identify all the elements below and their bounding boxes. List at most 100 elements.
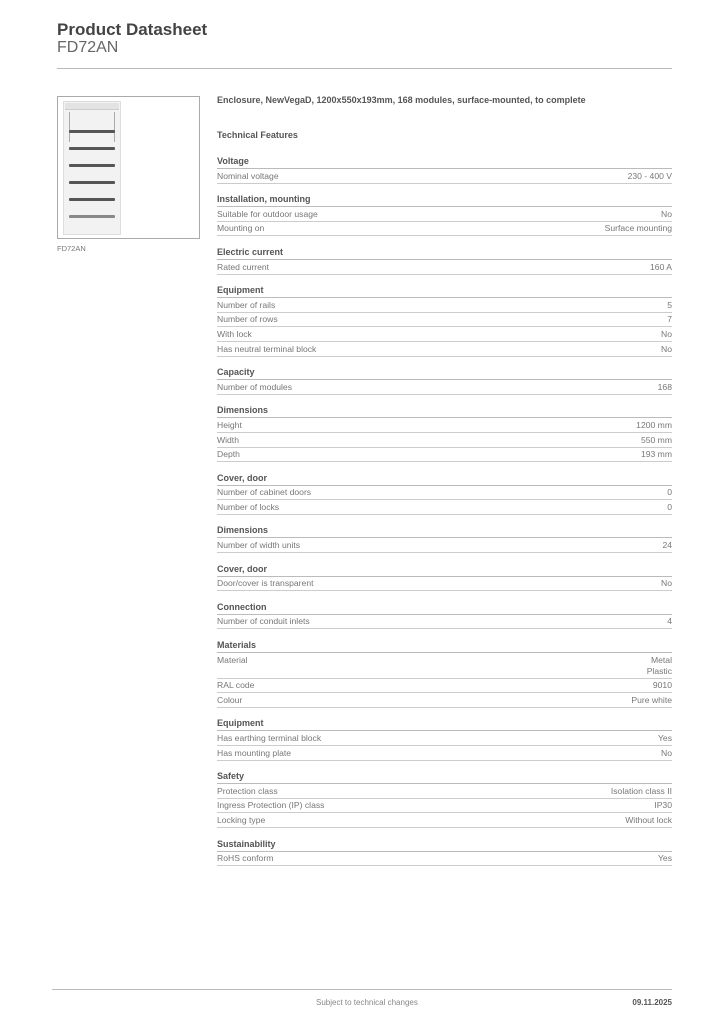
spec-section: Dimensions Height 1200 mm Width 550 mm Depth 1… [217, 404, 672, 463]
spec-label: Has earthing terminal block [217, 733, 322, 743]
spec-row: RAL code 9010 [217, 679, 672, 694]
spec-row: Width 550 mm [217, 433, 672, 448]
product-image [57, 96, 200, 239]
section-heading: Dimensions [217, 524, 672, 539]
spec-row: Nominal voltage 230 - 400 V [217, 169, 672, 184]
spec-row: With lock No [217, 327, 672, 342]
spec-section: Capacity Number of modules 168 [217, 366, 672, 395]
spec-row: Has earthing terminal block Yes [217, 731, 672, 746]
spec-label: Number of width units [217, 540, 301, 551]
section-heading: Equipment [217, 717, 672, 732]
spec-label: RoHS conform [217, 853, 274, 864]
section-heading: Sustainability [217, 838, 672, 852]
footer-date: 09.11.2025 [632, 998, 672, 1007]
spec-value: 168 [657, 381, 672, 392]
spec-label: With lock [217, 328, 252, 339]
spec-row: Number of locks 0 [217, 500, 672, 515]
spec-row: Number of modules 168 [217, 380, 672, 395]
spec-row: Number of cabinet doors 0 [217, 486, 672, 501]
section-heading: Equipment [217, 284, 672, 299]
spec-value: Without lock [625, 814, 672, 825]
spec-value: Yes [657, 733, 672, 743]
spec-value: 0 [667, 487, 672, 498]
spec-row: Has mounting plate No [217, 746, 672, 761]
spec-value: Metal Plastic [646, 654, 672, 676]
spec-section: Connection Number of conduit inlets 4 [217, 601, 672, 630]
product-description: Enclosure, NewVegaD, 1200x550x193mm, 168… [217, 95, 586, 105]
spec-label: Ingress Protection (IP) class [217, 800, 325, 811]
technical-features-heading: Technical Features [217, 130, 298, 140]
spec-value: Pure white [631, 694, 672, 705]
spec-value: 7 [667, 314, 672, 325]
spec-label: Nominal voltage [217, 170, 279, 181]
section-heading: Installation, mounting [217, 193, 672, 208]
spec-label: Colour [217, 694, 243, 705]
divider [57, 68, 672, 69]
spec-row: Material Metal Plastic [217, 653, 672, 679]
spec-label: Suitable for outdoor usage [217, 208, 318, 219]
spec-row: Mounting on Surface mounting [217, 222, 672, 237]
spec-label: Height [217, 419, 242, 430]
spec-row: Door/cover is transparent No [217, 577, 672, 592]
spec-value: 5 [667, 299, 672, 310]
spec-row: Number of conduit inlets 4 [217, 615, 672, 630]
spec-value: No [661, 208, 672, 219]
spec-label: Number of cabinet doors [217, 487, 312, 498]
spec-row: Number of rails 5 [217, 298, 672, 313]
section-heading: Materials [217, 639, 672, 654]
spec-value: 550 mm [640, 434, 672, 445]
footer-note: Subject to technical changes [316, 998, 418, 1007]
footer-divider [52, 989, 672, 990]
spec-value: 0 [667, 501, 672, 512]
spec-row: Depth 193 mm [217, 448, 672, 463]
spec-section: Equipment Number of rails 5 Number of rows 7… [217, 284, 672, 357]
spec-row: Locking type Without lock [217, 813, 672, 828]
spec-row: Suitable for outdoor usage No [217, 207, 672, 222]
spec-label: Number of conduit inlets [217, 616, 310, 627]
spec-section: Cover, door Door/cover is transparent No [217, 563, 672, 592]
spec-value: No [661, 328, 672, 339]
page-title: Product Datasheet [57, 20, 208, 39]
spec-label: Width [217, 434, 239, 445]
spec-section: Equipment Has earthing terminal block Yes H… [217, 717, 672, 761]
section-heading: Capacity [217, 366, 672, 381]
spec-label: Has mounting plate [217, 747, 292, 758]
spec-value: 160 A [650, 261, 672, 272]
section-heading: Electric current [217, 246, 672, 260]
spec-section: Cover, door Number of cabinet doors 0 Numbe… [217, 472, 672, 515]
spec-section: Electric current Rated current 160 A [217, 246, 672, 275]
section-heading: Dimensions [217, 404, 672, 419]
spec-row: Ingress Protection (IP) class IP30 [217, 799, 672, 814]
spec-section: Sustainability RoHS conform Yes [217, 838, 672, 867]
section-heading: Voltage [217, 155, 672, 169]
spec-section: Materials Material Metal Plastic RAL code 90… [217, 639, 672, 708]
spec-value: 1200 mm [636, 419, 672, 430]
spec-value: No [661, 578, 672, 589]
spec-value: No [661, 343, 672, 354]
spec-label: Depth [217, 449, 240, 460]
section-heading: Connection [217, 601, 672, 615]
section-heading: Cover, door [217, 472, 672, 486]
spec-table: Voltage Nominal voltage 230 - 400 V Install… [217, 155, 672, 876]
section-heading: Cover, door [217, 563, 672, 577]
spec-value: 230 - 400 V [627, 170, 672, 181]
spec-label: Material [217, 654, 248, 665]
spec-value: 193 mm [640, 449, 672, 460]
spec-value: Yes [657, 853, 672, 864]
spec-section: Voltage Nominal voltage 230 - 400 V [217, 155, 672, 184]
spec-value: Isolation class II [610, 785, 672, 796]
image-caption: FD72AN [57, 244, 86, 253]
spec-row: Rated current 160 A [217, 260, 672, 275]
spec-label: RAL code [217, 680, 255, 691]
spec-row: Colour Pure white [217, 693, 672, 708]
spec-value: 24 [662, 540, 672, 551]
spec-label: Mounting on [217, 223, 265, 234]
spec-label: Has neutral terminal block [217, 343, 317, 354]
spec-row: RoHS conform Yes [217, 852, 672, 867]
spec-row: Has neutral terminal block No [217, 342, 672, 357]
spec-label: Rated current [217, 261, 270, 272]
spec-row: Number of rows 7 [217, 313, 672, 328]
spec-row: Number of width units 24 [217, 538, 672, 554]
spec-label: Number of rows [217, 314, 278, 325]
spec-section: Safety Protection class Isolation class II… [217, 770, 672, 828]
